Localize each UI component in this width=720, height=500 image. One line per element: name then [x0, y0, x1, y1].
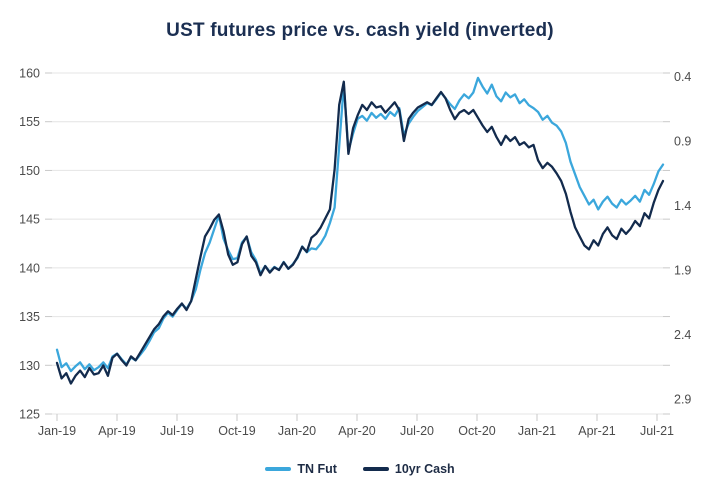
svg-text:1.4: 1.4 [674, 199, 691, 213]
legend-label-10yr-cash: 10yr Cash [394, 462, 455, 476]
svg-text:155: 155 [19, 115, 40, 129]
svg-text:145: 145 [19, 213, 40, 227]
svg-text:Jan-21: Jan-21 [518, 424, 556, 438]
svg-text:2.4: 2.4 [674, 328, 691, 342]
svg-text:160: 160 [19, 67, 40, 81]
svg-text:150: 150 [19, 164, 40, 178]
svg-text:Jul-20: Jul-20 [400, 424, 434, 438]
svg-text:135: 135 [19, 310, 40, 324]
svg-text:140: 140 [19, 261, 40, 275]
svg-text:2.9: 2.9 [674, 393, 691, 407]
chart-title: UST futures price vs. cash yield (invert… [166, 20, 554, 41]
svg-text:125: 125 [19, 408, 40, 422]
svg-text:0.4: 0.4 [674, 70, 691, 84]
legend-item-10yr-cash: 10yr Cash [362, 462, 455, 476]
svg-text:Oct-19: Oct-19 [218, 424, 256, 438]
legend: TN Fut 10yr Cash [0, 456, 720, 482]
svg-text:Oct-20: Oct-20 [458, 424, 496, 438]
svg-text:Apr-21: Apr-21 [578, 424, 616, 438]
svg-text:130: 130 [19, 359, 40, 373]
legend-swatch-10yr-cash-icon [362, 467, 389, 471]
svg-text:Jul-19: Jul-19 [160, 424, 194, 438]
svg-text:Jan-20: Jan-20 [278, 424, 316, 438]
svg-text:Jul-21: Jul-21 [640, 424, 674, 438]
legend-label-tn-fut: TN Fut [297, 462, 337, 476]
svg-text:1.9: 1.9 [674, 264, 691, 278]
svg-text:Jan-19: Jan-19 [38, 424, 76, 438]
svg-text:Apr-19: Apr-19 [98, 424, 136, 438]
svg-text:0.9: 0.9 [674, 135, 691, 149]
legend-swatch-tn-fut-icon [265, 467, 292, 471]
legend-item-tn-fut: TN Fut [265, 462, 337, 476]
svg-text:Apr-20: Apr-20 [338, 424, 376, 438]
